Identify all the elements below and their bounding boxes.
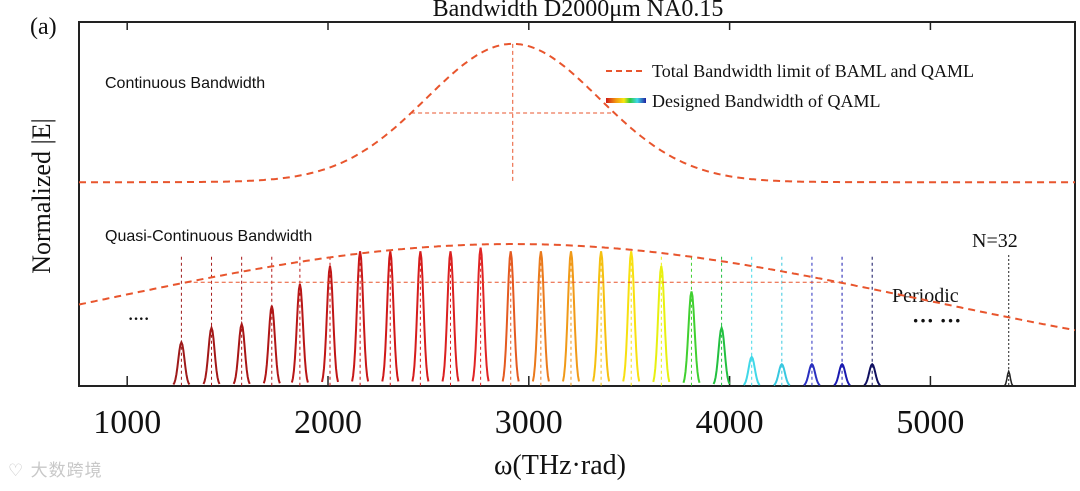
- x-axis-label: ω(THz·rad): [494, 450, 626, 481]
- peak-18: [712, 324, 731, 385]
- peak-1: [202, 324, 221, 385]
- continuous-bandwidth-label: Continuous Bandwidth: [105, 75, 265, 92]
- peak-13: [562, 251, 580, 382]
- panel-label: (a): [30, 14, 57, 40]
- x-tick-label-1000: 1000: [93, 404, 161, 441]
- peak-17: [682, 291, 701, 384]
- peak-7: [381, 251, 400, 382]
- x-tick-label-5000: 5000: [896, 404, 964, 441]
- peaks-layer: [172, 247, 1014, 387]
- peak-19: [742, 355, 761, 386]
- envelopes-layer: [78, 42, 1076, 332]
- peak-21: [803, 362, 821, 387]
- plot-frame: [78, 21, 1076, 387]
- peak-8: [411, 251, 430, 382]
- chart-title: Bandwidth D2000μm NA0.15: [433, 0, 724, 22]
- x-tick-label-4000: 4000: [696, 404, 764, 441]
- x-tick-label-3000: 3000: [495, 404, 563, 441]
- quasi-continuous-bandwidth-label: Quasi-Continuous Bandwidth: [105, 228, 312, 245]
- legend-rainbow-swatch: [606, 98, 646, 103]
- dots-left: ····: [128, 311, 149, 328]
- peak-10: [471, 247, 490, 382]
- peak-9: [441, 251, 460, 382]
- legend: Total Bandwidth limit of BAML and QAML D…: [606, 61, 974, 111]
- peak-14: [592, 251, 611, 382]
- peak-15: [622, 251, 641, 382]
- peak-11: [501, 251, 520, 382]
- peak-23: [863, 362, 881, 387]
- watermark: ♡ 大数跨境: [8, 461, 103, 481]
- peak-3: [262, 305, 281, 384]
- peak-0: [172, 339, 191, 385]
- legend-item-designed-bandwidth: Designed Bandwidth of QAML: [652, 91, 880, 111]
- watermark-text: 大数跨境: [30, 461, 103, 481]
- continuous-envelope-line: [79, 42, 1075, 184]
- dots-right: ··· ···: [912, 308, 962, 333]
- peak-5: [321, 265, 339, 383]
- peak-12: [531, 251, 550, 382]
- periodic-label: Periodic: [892, 285, 959, 307]
- peak-2: [232, 320, 251, 385]
- peak-6: [351, 251, 370, 382]
- x-axis-ticks: 1000 2000 3000 4000 5000: [93, 22, 964, 441]
- x-tick-label-2000: 2000: [294, 404, 362, 441]
- peak-16: [652, 265, 671, 383]
- far-peak: [1004, 369, 1014, 386]
- quasi-envelope-line: [78, 243, 1076, 332]
- legend-item-total-bandwidth: Total Bandwidth limit of BAML and QAML: [652, 61, 974, 81]
- y-axis-label: Normalized |E|: [27, 118, 56, 274]
- peak-20: [773, 362, 791, 387]
- peak-4: [290, 283, 309, 383]
- n-label: N=32: [972, 230, 1018, 252]
- peak-22: [833, 362, 851, 387]
